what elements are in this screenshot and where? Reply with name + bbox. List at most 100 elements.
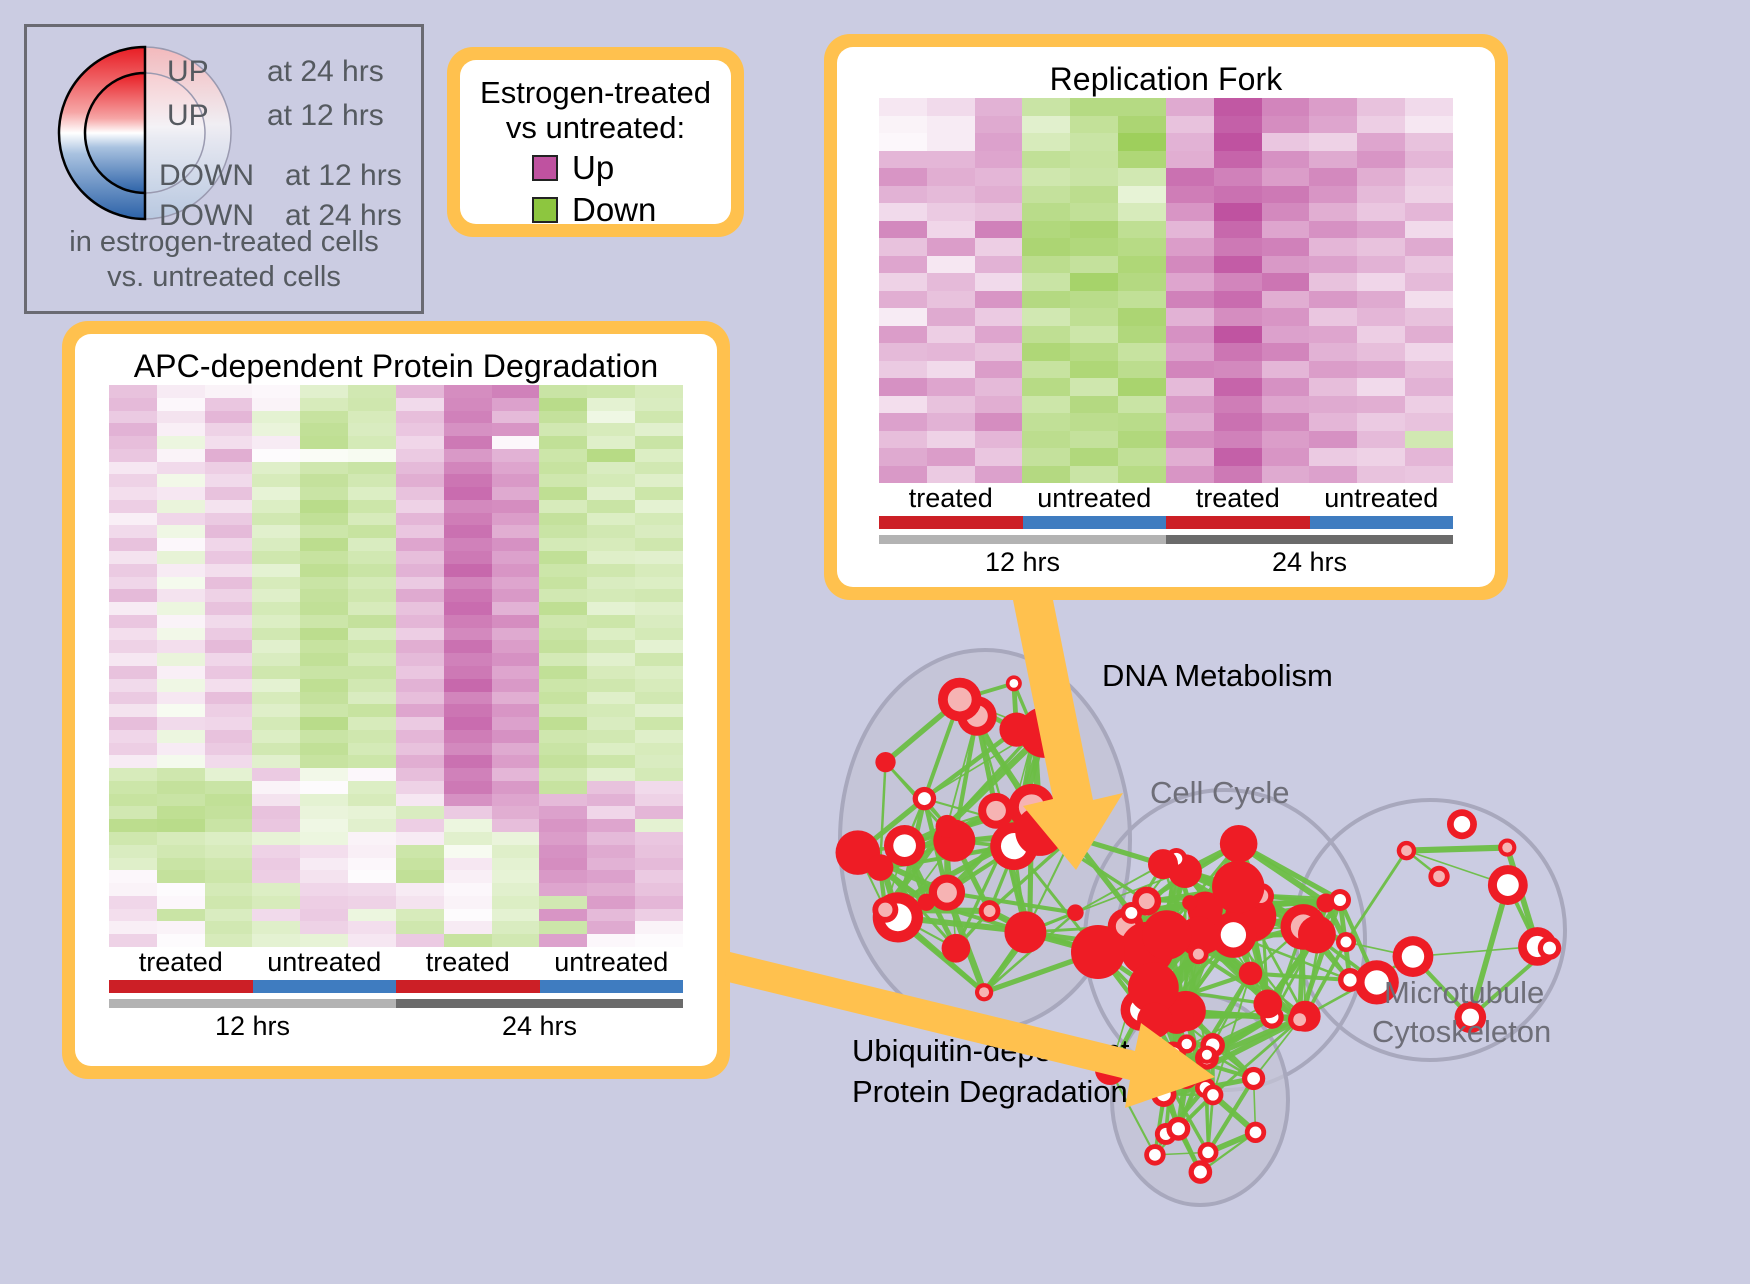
network-node[interactable] <box>978 793 1014 829</box>
heatmap-cell <box>157 704 205 717</box>
heatmap-cell <box>635 845 683 858</box>
heatmap-cell <box>157 653 205 666</box>
heatmap-cell <box>635 781 683 794</box>
treatment-bar-segment <box>1166 516 1310 529</box>
network-node[interactable] <box>1015 807 1064 856</box>
heatmap-cell <box>879 431 927 449</box>
heatmap-cell <box>157 921 205 934</box>
node-core <box>1004 911 1046 953</box>
network-node[interactable] <box>938 678 982 722</box>
cluster-label-cytoskeleton: Cytoskeleton <box>1372 1014 1551 1050</box>
node-core <box>893 834 916 857</box>
network-node[interactable] <box>1329 889 1351 911</box>
heatmap-cell <box>348 525 396 538</box>
heatmap-cell <box>492 551 540 564</box>
heatmap-cell <box>1357 273 1405 291</box>
heatmap-cell <box>927 343 975 361</box>
network-node[interactable] <box>1142 910 1191 959</box>
heatmap-cell <box>1309 361 1357 379</box>
ring-state-2: DOWN <box>159 159 254 193</box>
network-node[interactable] <box>1245 1122 1266 1143</box>
network-node[interactable] <box>1203 1084 1224 1105</box>
heatmap-cell <box>157 692 205 705</box>
network-node[interactable] <box>1004 911 1046 953</box>
group-label: treated <box>109 947 253 978</box>
network-node[interactable] <box>1071 925 1125 979</box>
heatmap-cell <box>396 768 444 781</box>
network-node[interactable] <box>1538 936 1562 960</box>
network-node[interactable] <box>1336 932 1356 952</box>
network-node[interactable] <box>1397 841 1416 860</box>
heatmap-cell <box>1118 221 1166 239</box>
network-node[interactable] <box>1393 936 1434 977</box>
network-node[interactable] <box>1067 904 1084 921</box>
heatmap-cell <box>444 551 492 564</box>
heatmap-cell <box>587 474 635 487</box>
network-node[interactable] <box>1288 1008 1311 1031</box>
network-node[interactable] <box>1017 715 1051 749</box>
network-node[interactable] <box>1175 1066 1198 1089</box>
network-node[interactable] <box>1182 895 1197 910</box>
network-node[interactable] <box>1006 675 1022 691</box>
heatmap-cell <box>975 221 1023 239</box>
heatmap-cell <box>252 832 300 845</box>
heatmap-cell <box>587 909 635 922</box>
network-node[interactable] <box>1151 1081 1176 1106</box>
network-node[interactable] <box>1239 962 1263 986</box>
heatmap-cell <box>300 525 348 538</box>
node-core <box>1212 861 1264 913</box>
network-node[interactable] <box>1144 1144 1165 1165</box>
heatmap-cell <box>205 755 253 768</box>
network-node[interactable] <box>942 934 971 963</box>
network-node[interactable] <box>867 854 894 881</box>
heatmap-cell <box>587 832 635 845</box>
node-core <box>1194 1166 1207 1179</box>
network-node[interactable] <box>1220 825 1258 863</box>
network-node[interactable] <box>1189 1160 1213 1184</box>
network-node[interactable] <box>1148 849 1178 879</box>
heatmap-cell <box>444 385 492 398</box>
network-node[interactable] <box>1198 1142 1219 1163</box>
network-node[interactable] <box>1166 1117 1190 1141</box>
network-node[interactable] <box>1338 968 1362 992</box>
heatmap-cell <box>1022 133 1070 151</box>
network-node[interactable] <box>1198 1046 1216 1064</box>
network-node[interactable] <box>1253 990 1282 1019</box>
network-node[interactable] <box>1120 902 1142 924</box>
network-node[interactable] <box>918 894 935 911</box>
heatmap-cell <box>1118 448 1166 466</box>
heatmap-cell <box>1357 361 1405 379</box>
heatmap-cell <box>157 462 205 475</box>
network-node[interactable] <box>1242 1067 1265 1090</box>
network-node[interactable] <box>872 897 898 923</box>
heatmap-cell <box>1070 431 1118 449</box>
heatmap-cell <box>1118 116 1166 134</box>
heatmap-cell <box>1262 116 1310 134</box>
heatmap-cell <box>975 238 1023 256</box>
network-node[interactable] <box>936 815 959 838</box>
heatmap-cell <box>1118 203 1166 221</box>
network-node[interactable] <box>913 787 937 811</box>
heatmap-cell <box>1357 466 1405 484</box>
network-node[interactable] <box>1137 1003 1172 1038</box>
heatmap-cell <box>587 794 635 807</box>
heatmap-cell <box>635 602 683 615</box>
heatmap-cell <box>109 653 157 666</box>
heatmap-cell <box>587 845 635 858</box>
network-node[interactable] <box>1188 944 1208 964</box>
network-node[interactable] <box>1177 1034 1196 1053</box>
node-core <box>918 894 935 911</box>
heatmap-cell <box>1214 98 1262 116</box>
heatmap-cell <box>444 411 492 424</box>
network-node[interactable] <box>1498 838 1516 856</box>
network-node[interactable] <box>1447 809 1477 839</box>
network-node[interactable] <box>1428 866 1449 887</box>
heatmap-cell <box>300 640 348 653</box>
heatmap-cell <box>539 653 587 666</box>
network-node[interactable] <box>979 900 1001 922</box>
network-node[interactable] <box>975 983 993 1001</box>
network-node[interactable] <box>1298 916 1336 954</box>
network-node[interactable] <box>1212 861 1264 913</box>
network-node[interactable] <box>875 752 895 772</box>
network-node[interactable] <box>1488 865 1528 905</box>
